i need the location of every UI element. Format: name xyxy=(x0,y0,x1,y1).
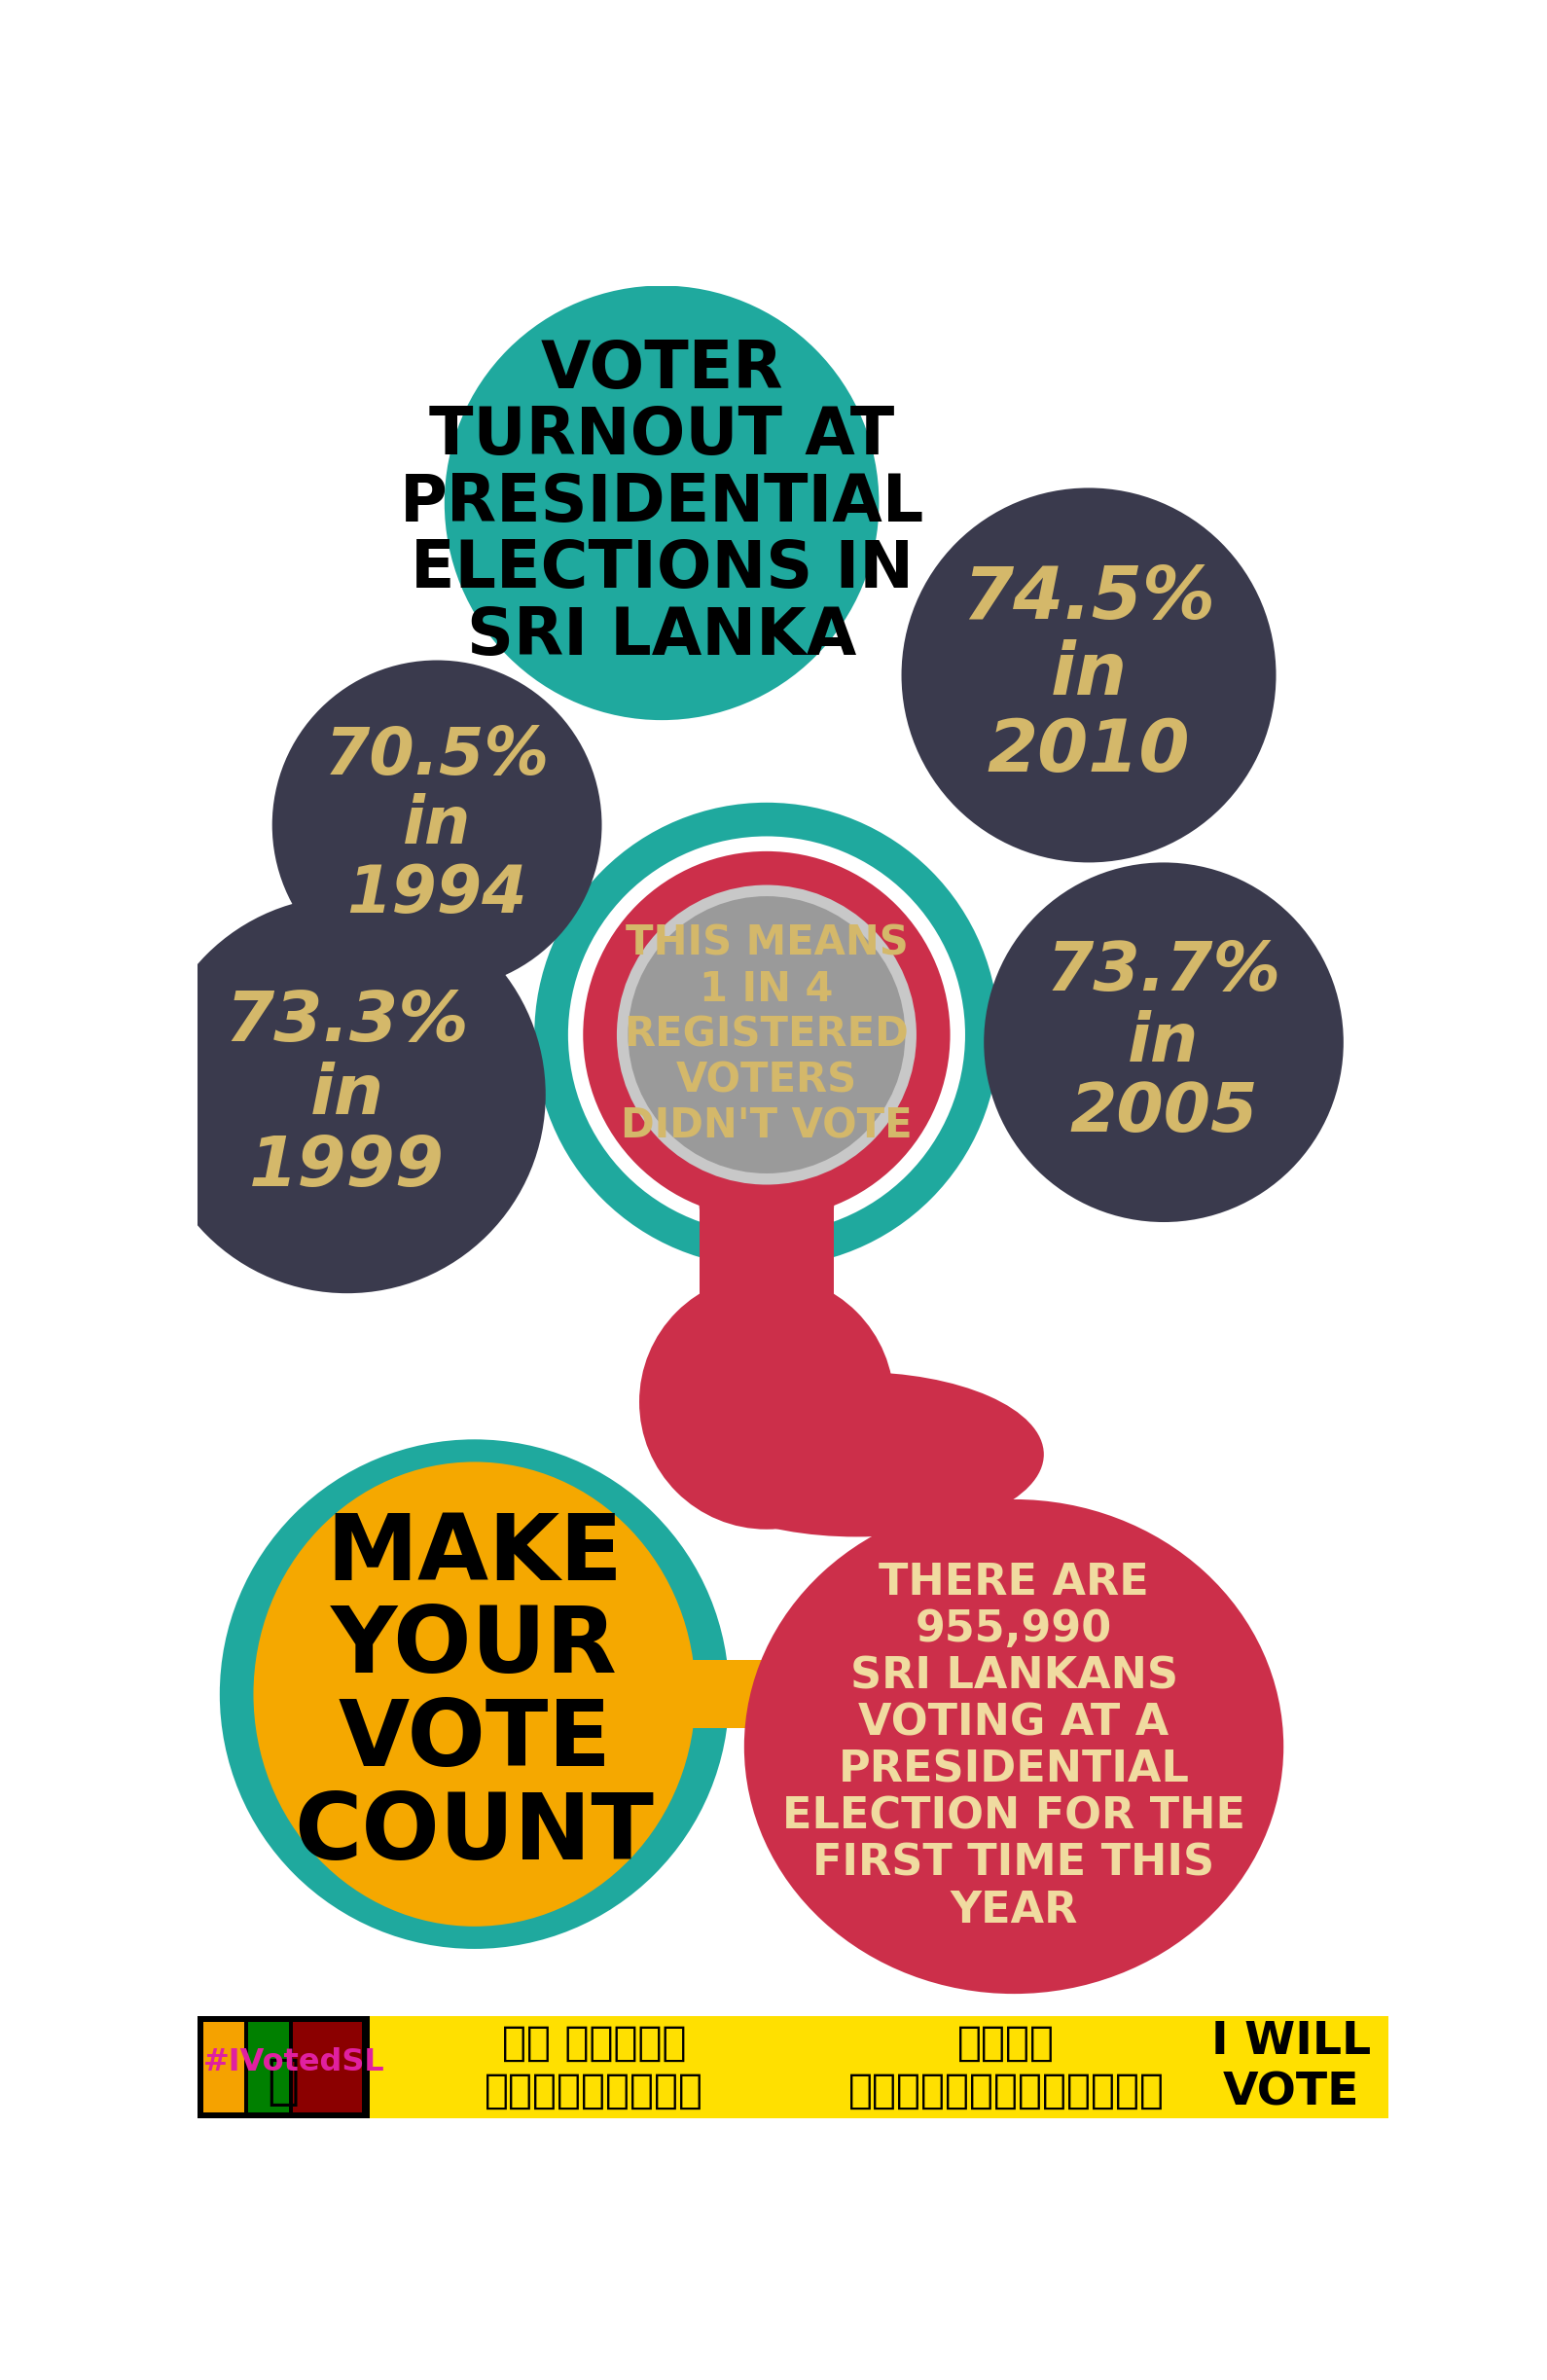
Text: 73.7%
in
2005: 73.7% in 2005 xyxy=(1046,940,1281,1145)
Circle shape xyxy=(699,1135,834,1271)
Ellipse shape xyxy=(744,1499,1284,1994)
Text: මම ජන්දය
දාමන්නෙමි: මම ජන්දය දාමන්නෙමි xyxy=(484,2023,704,2111)
Bar xyxy=(292,2023,362,2111)
Bar xyxy=(198,2016,1388,2118)
Text: I WILL
VOTE: I WILL VOTE xyxy=(1211,2021,1371,2113)
Circle shape xyxy=(220,1440,729,1949)
Text: MAKE
YOUR
VOTE
COUNT: MAKE YOUR VOTE COUNT xyxy=(294,1509,654,1878)
Circle shape xyxy=(902,488,1276,862)
Ellipse shape xyxy=(670,1371,1044,1537)
Circle shape xyxy=(534,802,999,1266)
Circle shape xyxy=(699,1342,834,1478)
Text: 🖒: 🖒 xyxy=(268,2056,300,2109)
Text: THERE ARE
955,990
SRI LANKANS
VOTING AT A
PRESIDENTIAL
ELECTION FOR THE
FIRST TI: THERE ARE 955,990 SRI LANKANS VOTING AT … xyxy=(783,1561,1245,1930)
Text: 74.5%
in
2010: 74.5% in 2010 xyxy=(962,564,1216,788)
Circle shape xyxy=(149,897,546,1292)
Bar xyxy=(248,2023,289,2111)
Text: 70.5%
in
1994: 70.5% in 1994 xyxy=(325,724,549,926)
Text: VOTER
TURNOUT AT
PRESIDENTIAL
ELECTIONS IN
SRI LANKA: VOTER TURNOUT AT PRESIDENTIAL ELECTIONS … xyxy=(399,338,924,669)
Circle shape xyxy=(628,897,905,1173)
Circle shape xyxy=(733,1661,800,1728)
Circle shape xyxy=(444,286,879,721)
Circle shape xyxy=(617,885,916,1185)
Text: 73.3%
in
1999: 73.3% in 1999 xyxy=(226,988,469,1202)
Text: நான்
வாக்களிப்பேன்: நான் வாக்களிப்பேன் xyxy=(848,2023,1165,2111)
Bar xyxy=(673,1661,767,1728)
Circle shape xyxy=(639,1661,707,1728)
Text: #IVotedSL: #IVotedSL xyxy=(203,2047,385,2078)
Circle shape xyxy=(272,659,602,990)
Bar xyxy=(699,1204,834,1485)
Bar xyxy=(203,2023,244,2111)
Circle shape xyxy=(984,862,1343,1221)
Ellipse shape xyxy=(254,1461,696,1925)
Circle shape xyxy=(639,1276,894,1530)
Circle shape xyxy=(583,852,950,1219)
Text: THIS MEANS
1 IN 4
REGISTERED
VOTERS
DIDN'T VOTE: THIS MEANS 1 IN 4 REGISTERED VOTERS DIDN… xyxy=(620,923,913,1147)
Bar xyxy=(198,2016,370,2118)
Circle shape xyxy=(568,835,965,1233)
